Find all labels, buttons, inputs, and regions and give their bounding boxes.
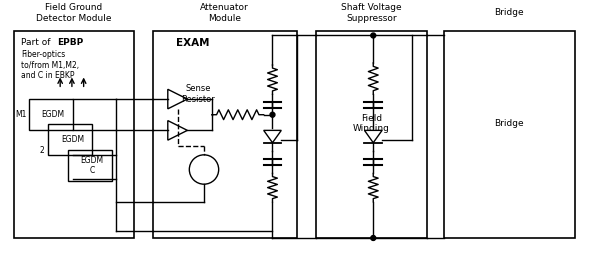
Bar: [29, 99, 73, 130]
Text: EGDM: EGDM: [41, 110, 64, 119]
Text: Bridge: Bridge: [494, 119, 524, 128]
Circle shape: [371, 33, 376, 38]
Bar: [444, 31, 575, 238]
Text: EPBP: EPBP: [57, 38, 84, 47]
Bar: [48, 124, 92, 155]
Text: Bridge: Bridge: [494, 8, 524, 17]
Bar: [316, 31, 427, 238]
Text: EXAM: EXAM: [176, 38, 209, 48]
Text: Attenuator
Module: Attenuator Module: [200, 3, 249, 23]
Bar: [14, 31, 134, 238]
Text: Shaft Voltage
Suppressor: Shaft Voltage Suppressor: [341, 3, 402, 23]
Bar: [68, 150, 112, 181]
Circle shape: [270, 112, 275, 117]
Text: Field Ground
Detector Module: Field Ground Detector Module: [36, 3, 112, 23]
Text: Fiber-optics
to/from M1,M2,
and C in EBKP: Fiber-optics to/from M1,M2, and C in EBK…: [21, 50, 79, 80]
Bar: [153, 31, 297, 238]
Circle shape: [371, 236, 376, 241]
Text: EGDM
C: EGDM C: [81, 156, 104, 175]
Text: M1: M1: [15, 110, 27, 119]
Text: Sense
Resistor: Sense Resistor: [181, 85, 215, 104]
Text: 2: 2: [39, 146, 44, 155]
Text: Part of: Part of: [21, 38, 54, 47]
Text: EGDM: EGDM: [61, 135, 84, 144]
Text: Field
Winding: Field Winding: [353, 114, 390, 133]
